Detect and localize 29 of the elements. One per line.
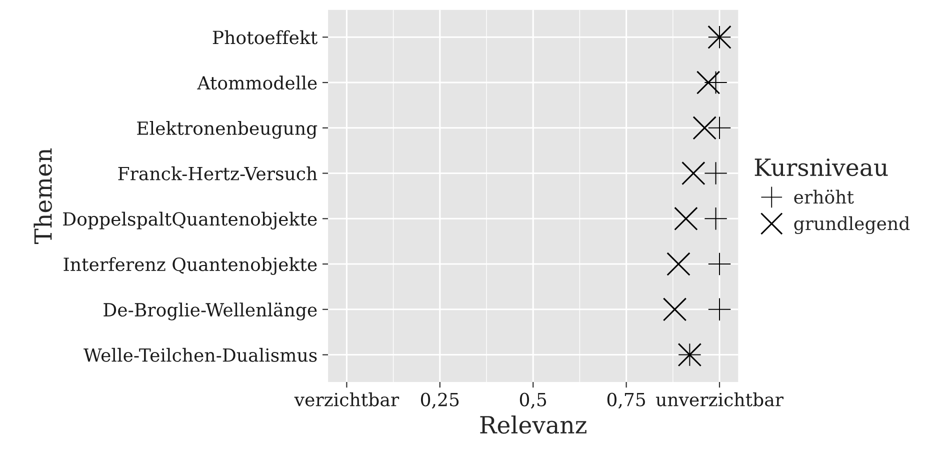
- point: [682, 161, 706, 186]
- y-tick-label: DoppelspaltQuantenobjekte: [63, 212, 317, 230]
- point: [704, 162, 727, 184]
- y-tick-label: De-Broglie-Wellenlänge: [104, 302, 317, 320]
- point: [666, 252, 690, 276]
- x-axis-title: Relevanz: [480, 415, 586, 434]
- y-tick-label: Atommodelle: [197, 76, 317, 90]
- legend-label: erhöht: [794, 190, 854, 204]
- point: [708, 298, 731, 321]
- y-tick-label: Interferenz Quantenobjekte: [64, 257, 317, 275]
- x-tick-label: 0,25: [420, 392, 459, 409]
- x-tick-label: unverzichtbar: [656, 392, 784, 406]
- point: [696, 70, 720, 94]
- point: [708, 116, 731, 140]
- point: [662, 298, 687, 322]
- point: [704, 208, 727, 230]
- x-tick-label: verzichtbar: [294, 392, 400, 406]
- y-tick-label: Photoeffekt: [212, 30, 318, 44]
- y-tick-label: Elektronenbeugung: [137, 121, 318, 139]
- legend-title: Kursniveau: [754, 158, 888, 176]
- x-tick-label: 0,75: [607, 392, 646, 409]
- y-tick-label: Franck-Hertz-Versuch: [118, 166, 318, 180]
- y-tick-label: Welle-Teilchen-Dualismus: [84, 348, 317, 362]
- legend-label: grundlegend: [794, 216, 910, 234]
- point: [708, 252, 731, 276]
- point: [674, 206, 698, 231]
- point: [692, 116, 716, 140]
- x-tick-label: 0,5: [520, 392, 546, 409]
- y-axis-title: Themen: [34, 148, 52, 244]
